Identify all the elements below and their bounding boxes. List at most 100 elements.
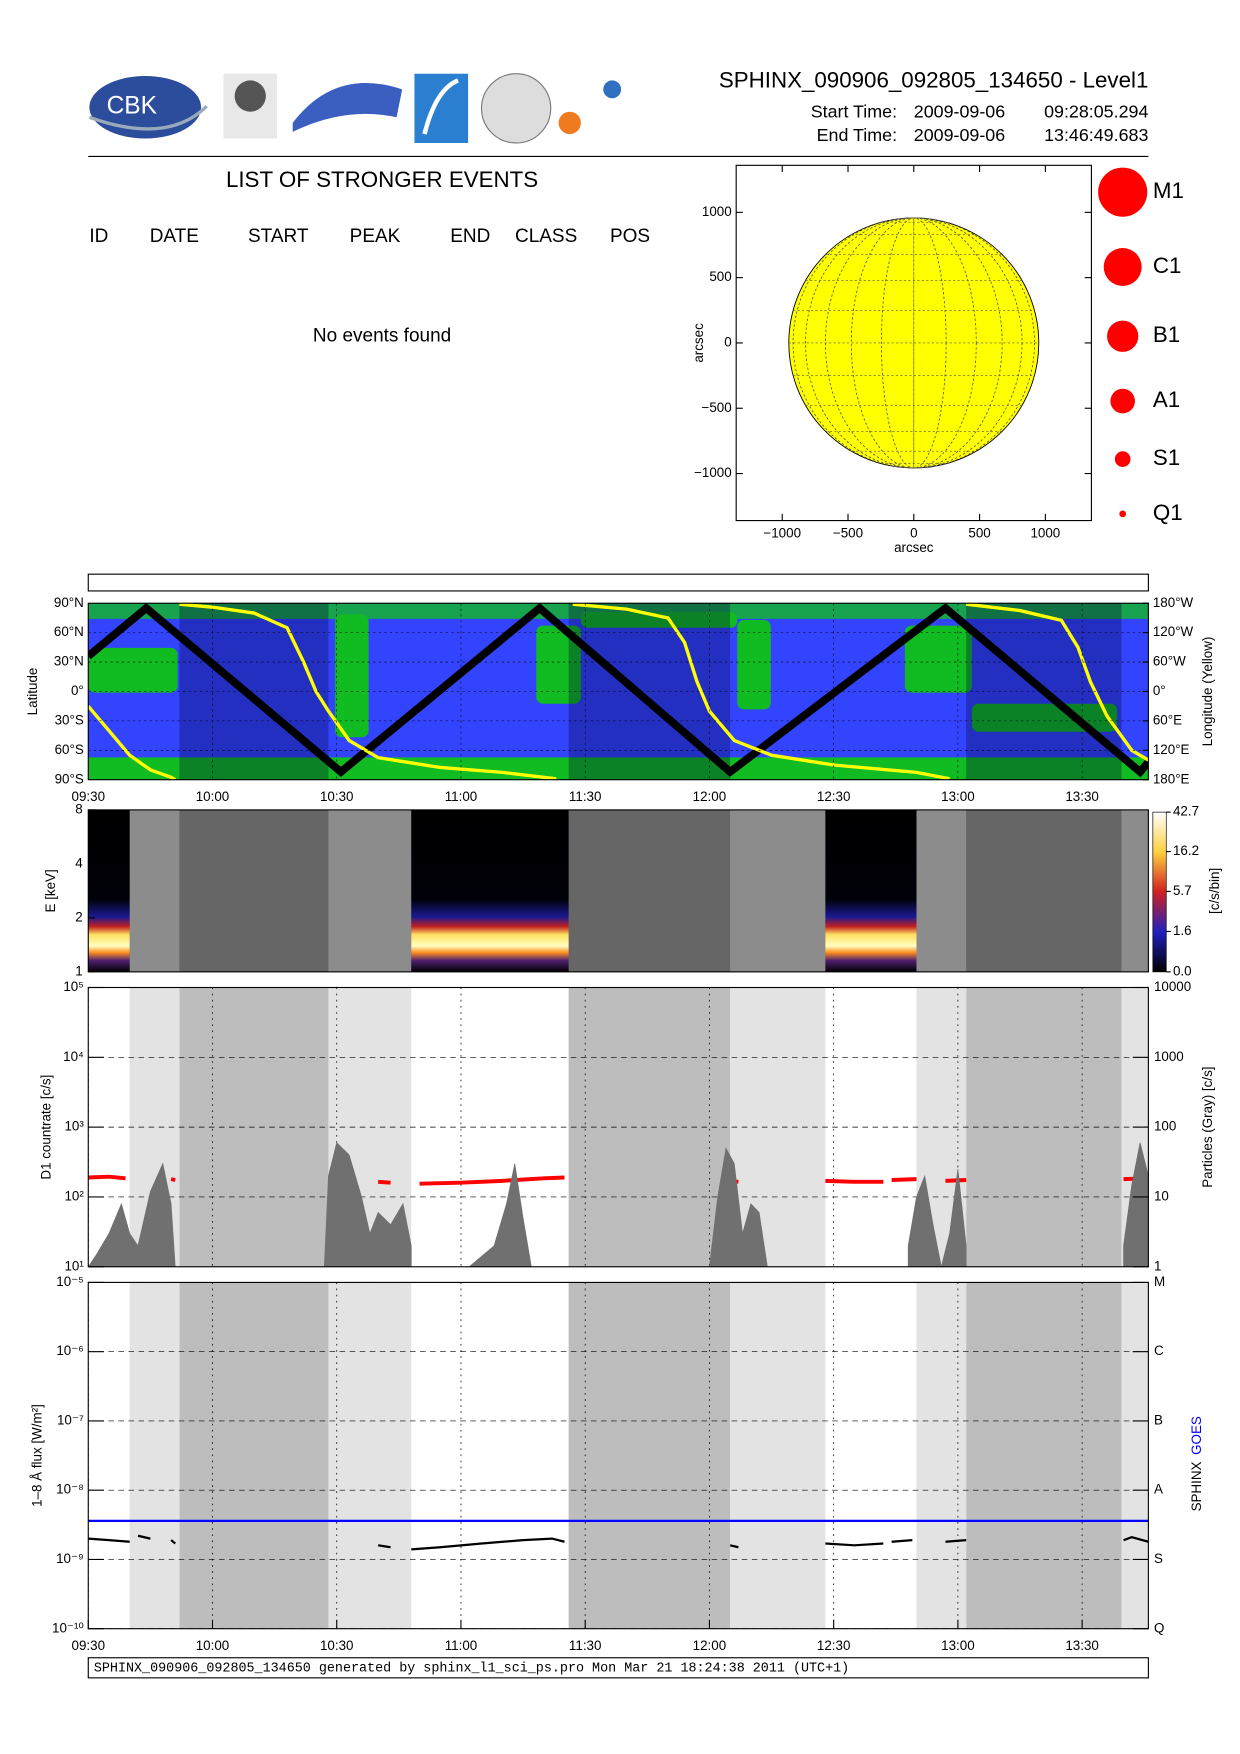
x-tick-label: 1000	[1030, 526, 1060, 541]
x-tick-label: 09:30	[72, 1638, 106, 1653]
y-tick-label: 10⁻⁶	[56, 1343, 83, 1358]
logo	[603, 80, 622, 99]
y-tick-label: 2	[75, 909, 82, 924]
y-axis-label: arcsec	[691, 323, 706, 363]
land	[580, 612, 738, 628]
y-tick-label: 10²	[64, 1189, 84, 1204]
land	[536, 625, 581, 704]
y-tick-label: 500	[709, 269, 731, 284]
night-shade	[966, 1282, 1122, 1629]
x-tick-label: −500	[833, 526, 863, 541]
y-axis-label: E [keV]	[43, 869, 58, 912]
colorbar-tick-label: 42.7	[1173, 804, 1199, 819]
logo	[414, 73, 469, 143]
y-tick-label: 10⁻⁷	[57, 1412, 84, 1427]
y-tick-label: 10¹	[64, 1258, 84, 1273]
events-message: No events found	[313, 325, 451, 346]
y-tick-label: −500	[702, 400, 732, 415]
legend-label: SPHINX	[1189, 1461, 1204, 1511]
logo	[89, 75, 202, 139]
legend-label: S1	[1153, 445, 1180, 470]
logos: CBK	[88, 73, 622, 144]
logo	[88, 104, 208, 131]
night-shade	[179, 1282, 329, 1629]
legend-marker	[1114, 451, 1131, 467]
end-date: 2009-09-06	[914, 125, 1005, 145]
end-time: 13:46:49.683	[1044, 125, 1148, 145]
saa-shade	[129, 1282, 180, 1629]
y2-tick-label: 60°E	[1153, 712, 1182, 727]
spectrum	[411, 809, 569, 972]
legend-label: C1	[1153, 253, 1182, 278]
x-tick-label: 13:00	[941, 1638, 975, 1653]
y-tick-label: 60°N	[54, 624, 84, 639]
satellite-track	[88, 603, 1149, 778]
legend-label: B1	[1153, 322, 1180, 347]
x-tick-label: 10:30	[320, 789, 354, 804]
y2-tick-label: 100	[1154, 1119, 1176, 1134]
x-tick-label: 11:30	[569, 1638, 602, 1653]
y-tick-label: 10⁻⁸	[56, 1482, 84, 1497]
saa-shade	[916, 809, 967, 972]
colorbar-label: [c/s/bin]	[1207, 868, 1222, 914]
x-tick-label: −1000	[763, 526, 801, 541]
x-axis-label: arcsec	[894, 540, 934, 555]
x-tick-label: 12:00	[693, 789, 727, 804]
end-label: End Time:	[817, 125, 897, 145]
legend-label: Q1	[1153, 500, 1183, 525]
plot-area	[88, 987, 1149, 1267]
saa-shade	[328, 809, 412, 972]
x-tick-label: 10:30	[320, 1638, 354, 1653]
y2-tick-label: 10	[1154, 1189, 1169, 1204]
x-tick-label: 12:30	[817, 789, 851, 804]
land	[737, 619, 771, 710]
y2-tick-label: 1	[1154, 1258, 1161, 1273]
logo	[558, 111, 581, 135]
longitude-line	[88, 603, 1149, 780]
land	[335, 614, 369, 738]
y2-tick-label: C	[1154, 1343, 1164, 1358]
saa-shade	[1121, 1282, 1149, 1629]
events-header: ID DATE START PEAK END CLASS POS	[89, 226, 650, 247]
y-tick-label: 90°S	[55, 771, 84, 786]
y-tick-label: 0°	[71, 683, 84, 698]
y-tick-label: 10⁻⁵	[56, 1274, 84, 1289]
start-date: 2009-09-06	[914, 102, 1005, 122]
y2-tick-label: 10000	[1154, 979, 1191, 994]
y-tick-label: −1000	[694, 465, 732, 480]
y-axis-label: 1–8 Å flux [W/m²]	[30, 1404, 45, 1507]
footer: SPHINX_090906_092805_134650 generated by…	[94, 1661, 849, 1676]
y-axis-label: Latitude	[25, 668, 40, 716]
series-line	[88, 1534, 1149, 1551]
colorbar-tick-label: 5.7	[1173, 883, 1192, 898]
y-tick-label: 10⁵	[63, 979, 83, 994]
logo	[422, 78, 459, 135]
x-tick-label: 10:00	[196, 1638, 230, 1653]
y-tick-label: 90°N	[54, 595, 84, 610]
report-title: SPHINX_090906_092805_134650 - Level1	[719, 67, 1149, 92]
y2-tick-label: 1000	[1154, 1049, 1184, 1064]
land	[904, 625, 972, 693]
land	[88, 647, 178, 693]
night-shade	[179, 603, 329, 780]
start-time: 09:28:05.294	[1044, 102, 1148, 122]
disk-grid	[850, 217, 977, 469]
column-header: ID	[89, 226, 108, 247]
y-tick-label: 4	[75, 855, 83, 870]
legend-label: M1	[1153, 178, 1184, 203]
legend-label: A1	[1153, 387, 1180, 412]
legend-marker	[1098, 167, 1148, 217]
y2-tick-label: M	[1154, 1274, 1165, 1289]
y2-tick-label: 120°W	[1153, 624, 1194, 639]
x-tick-label: 0	[910, 526, 917, 541]
y-tick-label: 0	[724, 334, 731, 349]
saa-shade	[730, 1282, 826, 1629]
y2-tick-label: 60°W	[1153, 654, 1186, 669]
y-tick-label: 10⁴	[63, 1049, 84, 1064]
plot-area	[88, 1282, 1149, 1629]
spectrum	[825, 809, 917, 972]
x-tick-label: 12:30	[817, 1638, 851, 1653]
y-tick-label: 8	[75, 801, 82, 816]
y2-tick-label: B	[1154, 1412, 1163, 1427]
y-tick-label: 10⁻¹⁰	[52, 1620, 84, 1635]
